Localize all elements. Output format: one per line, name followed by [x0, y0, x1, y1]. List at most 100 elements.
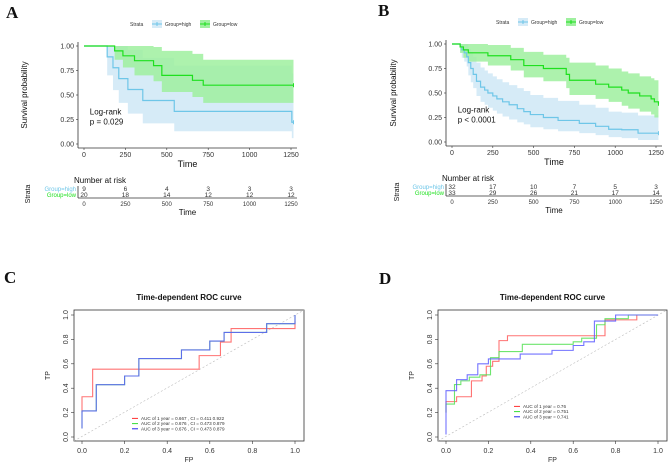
x-tick-label: 0.4 [162, 448, 172, 455]
risk-table-title: Number at risk [74, 176, 127, 185]
y-tick-label: 0.75 [60, 68, 74, 75]
y-axis-title: Survival probability [20, 61, 29, 128]
y-tick-label: 0.50 [428, 91, 442, 98]
x-axis-title: FP [548, 457, 557, 464]
risk-count: 9 [82, 186, 86, 193]
risk-count: 21 [571, 190, 579, 197]
risk-x-tick-label: 500 [162, 202, 173, 208]
y-tick-label: 0.4 [427, 383, 434, 393]
legend-title: Strata [130, 22, 144, 28]
y-tick-label: 0.25 [60, 117, 74, 124]
legend-label-2-year: AUC of 2 year = 0.751 [523, 409, 569, 414]
risk-count: 10 [530, 184, 538, 191]
x-tick-label: 0.8 [611, 448, 621, 455]
risk-x-tick-label: 0 [450, 200, 454, 206]
x-axis-title: FP [185, 457, 194, 464]
risk-count: 18 [122, 192, 130, 199]
legend-label-2-year: AUC of 2 year = 0.676 , CI = 0.473 0.879 [141, 421, 225, 426]
risk-x-tick-label: 1000 [609, 200, 623, 206]
roc-curve-3-year [81, 315, 296, 429]
legend: Strata Group=high Group=low [496, 18, 604, 26]
pvalue-label: p < 0.0001 [458, 116, 497, 125]
legend-title: Strata [496, 20, 510, 26]
risk-x-tick-label: 1000 [243, 202, 257, 208]
y-tick-label: 0.8 [63, 334, 70, 344]
y-tick-label: 0.4 [63, 383, 70, 393]
x-tick-label: 0.6 [205, 448, 215, 455]
x-tick-label: 500 [161, 152, 173, 159]
risk-count: 5 [613, 184, 617, 191]
legend: Strata Group=high Group=low [130, 20, 238, 28]
y-tick-label: 0.6 [63, 359, 70, 369]
risk-count: 29 [489, 190, 497, 197]
risk-count: 14 [163, 192, 171, 199]
risk-count: 26 [530, 190, 538, 197]
chart-title: Time-dependent ROC curve [136, 293, 242, 302]
risk-table: Number at risk Group=high 32 17 10 7 5 3 Group=l… [394, 174, 663, 215]
risk-count: 4 [165, 186, 169, 193]
risk-x-tick-label: 750 [203, 202, 214, 208]
risk-count: 32 [448, 184, 456, 191]
plot-frame [73, 309, 305, 442]
survival-curve-low [452, 43, 660, 104]
risk-count: 12 [205, 192, 213, 199]
roc-plot-d: Time-dependent ROC curve 0.0 0.2 0.4 0.6 0.8 1… [409, 293, 668, 464]
risk-x-tick-label: 750 [569, 200, 580, 206]
x-axis-title: Time [178, 159, 198, 169]
x-tick-label: 0 [450, 150, 454, 157]
y-tick-label: 0.25 [428, 115, 442, 122]
risk-x-tick-label: 500 [529, 200, 540, 206]
y-tick-label: 0.50 [60, 93, 74, 100]
y-tick-label: 0.2 [63, 408, 70, 418]
risk-table-title: Number at risk [442, 174, 495, 183]
risk-row-label: Group=high [44, 187, 76, 193]
x-tick-label: 500 [528, 150, 540, 157]
risk-count: 14 [652, 190, 660, 197]
risk-count: 3 [654, 184, 658, 191]
risk-x-axis-title: Time [545, 206, 563, 215]
y-tick-label: 1.00 [60, 44, 74, 51]
panel-label-d: D [379, 269, 391, 288]
legend-label-1-year: AUC of 1 year = 0.76 [523, 404, 566, 409]
risk-count: 20 [80, 192, 88, 199]
logrank-label: Log-rank [90, 108, 123, 117]
x-tick-label: 250 [120, 152, 132, 159]
x-tick-label: 0.2 [484, 448, 494, 455]
y-tick-label: 0.0 [427, 432, 434, 442]
risk-row-label: Group=high [412, 185, 444, 191]
y-tick-label: 0.00 [428, 140, 442, 147]
roc-curve-1-year [81, 321, 296, 413]
risk-count: 17 [489, 184, 497, 191]
risk-x-tick-label: 1250 [649, 200, 663, 206]
ci-band-low [452, 44, 659, 120]
legend-label-1-year: AUC of 1 year = 0.667 , CI = 0.411 0.922 [141, 416, 225, 421]
y-tick-label: 0.0 [63, 432, 70, 442]
y-tick-label: 0.6 [427, 359, 434, 369]
x-tick-label: 1250 [648, 150, 664, 157]
y-axis-title: TP [45, 371, 52, 380]
roc-plot-c: Time-dependent ROC curve 0.0 0.2 0.4 0.6 0.8 1… [45, 293, 305, 464]
chart-title: Time-dependent ROC curve [500, 293, 606, 302]
risk-row-label: Group=low [47, 193, 77, 199]
y-tick-label: 0.75 [428, 66, 442, 73]
y-tick-label: 1.0 [63, 310, 70, 320]
risk-y-axis-title: Strata [25, 185, 32, 204]
y-tick-label: 1.00 [428, 42, 442, 49]
legend-label-3-year: AUC of 3 year = 0.676 , CI = 0.473 0.879 [141, 426, 225, 431]
panel-label-b: B [378, 1, 389, 20]
logrank-label: Log-rank [458, 106, 491, 115]
x-tick-label: 0.0 [441, 448, 451, 455]
roc-curve-2-year [445, 314, 658, 413]
y-axis-title: Survival probability [389, 59, 398, 126]
risk-x-axis-title: Time [179, 208, 197, 217]
legend-label-3-year: AUC of 3 year = 0.741 [523, 414, 569, 419]
ci-band-high [452, 44, 659, 141]
legend-label-1: Group=low [579, 20, 604, 26]
x-tick-label: 0.0 [77, 448, 87, 455]
risk-x-tick-label: 1250 [284, 202, 298, 208]
x-tick-label: 1.0 [290, 448, 300, 455]
x-tick-label: 750 [569, 150, 581, 157]
risk-row-label: Group=low [415, 191, 445, 197]
x-tick-label: 1250 [283, 152, 299, 159]
x-axis-title: Time [544, 157, 564, 167]
